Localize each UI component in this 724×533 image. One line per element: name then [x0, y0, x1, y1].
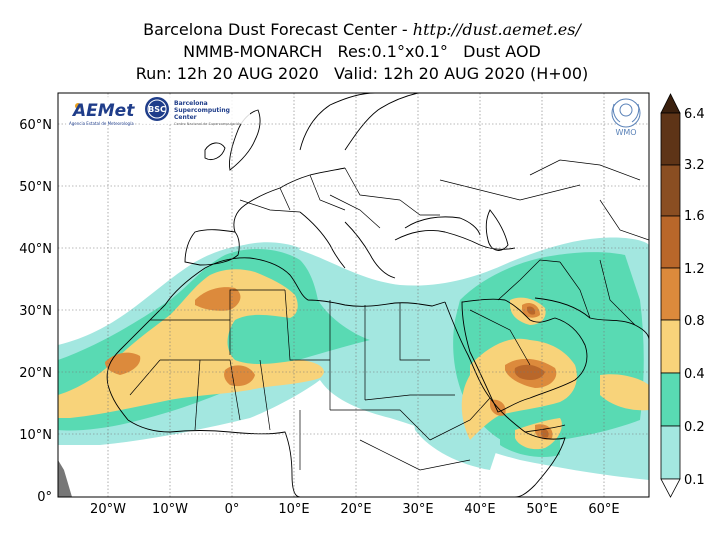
title-line-1: Barcelona Dust Forecast Center - http://… — [0, 20, 724, 40]
colorbar-segment — [660, 215, 681, 269]
colorbar-segment — [660, 112, 681, 166]
bsc-subtitle: Centro Nacional de Supercomputación — [174, 122, 241, 126]
colorbar-top-triangle — [660, 93, 681, 114]
lon-axis: 20°W 10°W 0° 10°E 20°E 30°E 40°E 50°E 60… — [90, 502, 620, 517]
bsc-name-line1: Barcelona — [174, 100, 208, 107]
bsc-name-line3: Center — [174, 114, 197, 121]
no-data-patch — [58, 460, 72, 497]
aemet-logo-subtitle: Agencia Estatal de Meteorología — [69, 121, 134, 126]
lat-tick: 60°N — [19, 118, 52, 133]
lat-tick: 0° — [37, 490, 52, 505]
colorbar-label: 6.4 — [684, 107, 705, 122]
colorbar-label: 0.8 — [684, 314, 705, 329]
lat-tick: 40°N — [19, 242, 52, 257]
lon-tick: 50°E — [526, 502, 557, 517]
colorbar-segment — [660, 164, 681, 217]
aemet-logo-text: AEMet — [71, 101, 135, 121]
colorbar-label: 0.2 — [684, 420, 705, 435]
graticule — [58, 93, 649, 497]
colorbar-label: 0.1 — [684, 473, 705, 488]
colorbar-segment — [660, 267, 681, 321]
lon-tick: 40°E — [464, 502, 495, 517]
dust-layer — [58, 237, 649, 497]
title-prefix: Barcelona Dust Forecast Center - — [143, 20, 413, 39]
lon-tick: 20°E — [340, 502, 371, 517]
bsc-name-line2: Supercomputing — [174, 107, 230, 114]
colorbar-label: 1.2 — [684, 262, 705, 277]
title-line-3: Run: 12h 20 AUG 2020 Valid: 12h 20 AUG 2… — [135, 64, 589, 83]
lat-tick: 10°N — [19, 428, 52, 443]
lon-tick: 60°E — [588, 502, 619, 517]
colorbar — [660, 93, 681, 498]
title-url[interactable]: http://dust.aemet.es/ — [412, 20, 581, 39]
lat-tick: 20°N — [19, 366, 52, 381]
aod-1.2-region — [514, 306, 549, 438]
map-frame — [57, 92, 650, 498]
lon-tick: 10°W — [152, 502, 188, 517]
wmo-logo-text: WMO — [615, 128, 636, 137]
lon-tick: 0° — [225, 502, 240, 517]
aemet-logo[interactable]: AEMet Agencia Estatal de Meteorología — [66, 97, 135, 126]
lat-axis: 60°N 50°N 40°N 30°N 20°N 10°N 0° — [19, 118, 52, 505]
colorbar-label: 3.2 — [684, 158, 705, 173]
country-borders — [129, 159, 649, 471]
colorbar-segment — [660, 425, 681, 480]
colorbar-segment — [660, 372, 681, 427]
bsc-badge-text: BSC — [148, 105, 166, 114]
colorbar-labels: 6.4 3.2 1.6 1.2 0.8 0.4 0.2 0.1 — [684, 107, 705, 488]
colorbar-segment — [660, 319, 681, 374]
title-line-2: NMMB-MONARCH Res:0.1°x0.1° Dust AOD — [183, 42, 541, 61]
colorbar-label: 0.4 — [684, 367, 705, 382]
lon-tick: 10°E — [278, 502, 309, 517]
colorbar-bottom-triangle — [660, 478, 681, 498]
lat-tick: 50°N — [19, 180, 52, 195]
coastlines — [106, 93, 649, 497]
colorbar-label: 1.6 — [684, 209, 705, 224]
bsc-logo[interactable]: BSC Barcelona Supercomputing Center Cent… — [140, 96, 250, 126]
lat-tick: 30°N — [19, 304, 52, 319]
lon-tick: 20°W — [90, 502, 126, 517]
lon-tick: 30°E — [402, 502, 433, 517]
wmo-logo[interactable]: WMO — [611, 98, 641, 137]
